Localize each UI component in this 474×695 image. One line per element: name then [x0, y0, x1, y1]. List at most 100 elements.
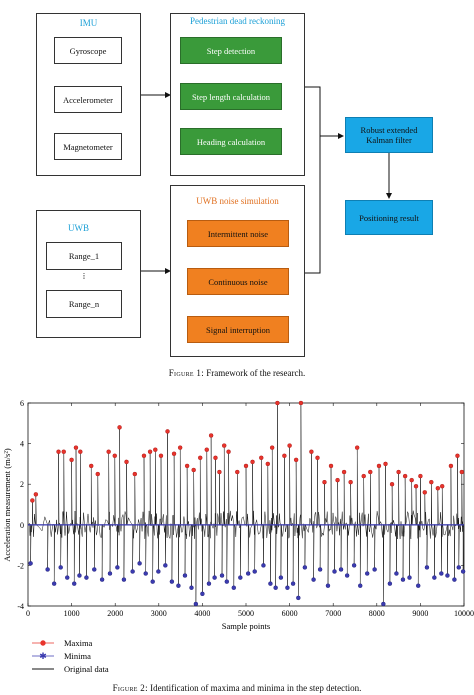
minima-point	[424, 565, 430, 570]
maxima-point	[147, 449, 153, 454]
minima-point	[238, 575, 243, 580]
maxima-point	[293, 457, 299, 463]
minima-point	[45, 567, 50, 572]
maxima-point	[73, 445, 79, 450]
pdr-title: Pedestrian dead reckoning	[190, 16, 285, 26]
maxima-point	[435, 486, 441, 491]
minima-point	[387, 581, 393, 586]
minima-point	[285, 585, 290, 590]
maxima-point	[117, 425, 122, 430]
maxima-point	[243, 463, 249, 469]
signal-interruption-box: Signal interruption	[187, 316, 289, 343]
maxima-point	[95, 471, 100, 477]
legend-maxima-label: Maxima	[64, 638, 93, 648]
minima-point	[107, 571, 113, 576]
minima-point	[169, 579, 175, 584]
maxima-point	[354, 445, 360, 450]
minima-point	[351, 563, 357, 568]
maxima-point	[124, 459, 129, 465]
maxima-point	[413, 484, 419, 489]
positioning-result-box: Positioning result	[345, 200, 433, 235]
maxima-point	[429, 479, 434, 485]
maxima-point	[418, 473, 423, 479]
range-n-box: Range_n	[46, 290, 122, 318]
maxima-point	[259, 455, 264, 461]
minima-point	[156, 569, 161, 574]
minima-point	[58, 565, 63, 570]
minima-point	[92, 567, 97, 572]
minima-point	[311, 577, 316, 582]
minima-point	[231, 585, 236, 590]
x-tick-label: 0	[26, 609, 30, 618]
step-detection-chart: 0 1000 2000 3000 4000 5000 6000 7000 8000 9000 100…	[2, 399, 474, 674]
line-pdr-to-filter	[305, 86, 321, 136]
maxima-point	[106, 449, 111, 454]
minima-point	[245, 571, 251, 576]
maxima-point	[298, 400, 304, 406]
minima-point	[273, 585, 278, 590]
maxima-point	[235, 469, 240, 475]
legend-minima-marker: ✱	[39, 651, 47, 661]
minima-point	[394, 571, 399, 576]
minima-point	[212, 575, 217, 580]
minima-point	[219, 573, 225, 578]
minima-point	[407, 575, 412, 580]
maxima-point	[422, 490, 427, 495]
uwb-title: UWB	[68, 223, 89, 233]
minima-point	[278, 575, 284, 580]
minima-point	[193, 601, 199, 607]
maxima-point	[89, 463, 94, 469]
y-axis-label: Acceleration measurement (m/s²)	[2, 448, 12, 562]
maxima-point	[208, 433, 214, 438]
maxima-point	[198, 455, 203, 461]
accelerometer-box: Accelerometer	[54, 86, 122, 113]
minima-point	[182, 573, 188, 578]
x-tick-label: 8000	[369, 609, 385, 618]
maxima-point	[171, 451, 177, 456]
intermittent-noise-box: Intermittent noise	[187, 220, 289, 247]
minima-point	[445, 573, 450, 578]
maxima-point	[141, 453, 147, 458]
maxima-point	[383, 461, 388, 467]
legend-maxima-marker	[40, 640, 46, 646]
minima-point	[65, 575, 70, 580]
x-tick-label: 1000	[64, 609, 80, 618]
figure-1-caption-text: Framework of the research.	[206, 368, 306, 378]
y-tick-label: 6	[20, 399, 24, 408]
x-tick-label: 3000	[151, 609, 167, 618]
minima-point	[358, 583, 363, 588]
maxima-point	[265, 461, 270, 467]
minima-point	[84, 575, 89, 580]
minima-point	[163, 563, 168, 568]
minima-point	[143, 571, 148, 576]
maxima-point	[348, 479, 353, 485]
minima-point	[325, 583, 331, 588]
maxima-point	[282, 453, 287, 458]
y-tick-label: -2	[17, 561, 24, 570]
maxima-point	[368, 469, 373, 475]
maxima-point	[221, 443, 227, 448]
minima-point	[460, 569, 466, 574]
maxima-point	[287, 443, 292, 448]
legend-minima-label: Minima	[64, 651, 91, 661]
x-axis-label: Sample points	[222, 621, 270, 631]
range-1-box: Range_1	[46, 242, 122, 270]
minima-point	[176, 583, 181, 588]
maxima-point	[455, 453, 460, 458]
minima-point	[130, 569, 135, 574]
x-tick-label: 4000	[194, 609, 210, 618]
minima-point	[137, 561, 142, 566]
maxima-point	[361, 473, 366, 479]
maxima-point	[69, 457, 74, 463]
maxima-point	[112, 453, 117, 458]
maxima-point	[328, 463, 334, 469]
maxima-point	[217, 469, 222, 475]
minima-point	[416, 583, 421, 588]
legend: Maxima ✱ Minima Original data	[32, 638, 109, 674]
maxima-point	[153, 447, 158, 452]
minima-point	[439, 571, 444, 576]
minima-point	[332, 569, 337, 574]
step-detection-box: Step detection	[180, 37, 282, 64]
maxima-point	[78, 449, 83, 454]
y-tick-label: -4	[17, 602, 24, 611]
